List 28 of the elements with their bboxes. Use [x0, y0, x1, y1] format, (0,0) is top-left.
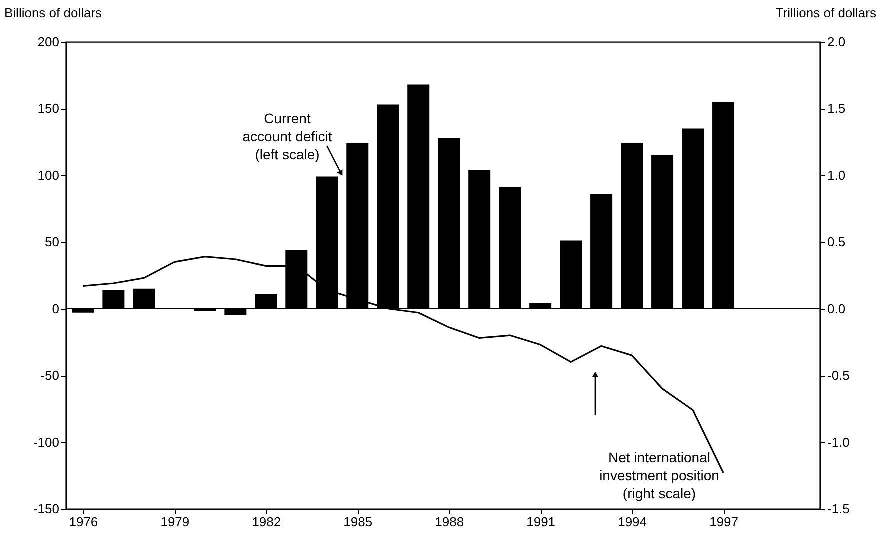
y2-tick-label: -0.5 [828, 368, 850, 384]
x-tick-label: 1976 [69, 514, 98, 530]
y2-axis-title: Trillions of dollars [776, 6, 877, 20]
x-tick-label: 1979 [160, 514, 190, 530]
x-tick-label: 1991 [526, 514, 556, 530]
y2-tick-label: 0.5 [828, 234, 846, 250]
y-tick-label: 200 [38, 34, 60, 50]
annotation: Net international investment position (right scale) [600, 449, 720, 502]
y-tick-label: 150 [38, 101, 60, 116]
y2-tick-label: 2.0 [828, 34, 846, 50]
y2-tick-label: 1.0 [828, 168, 846, 183]
y2-tick-label: 1.5 [828, 101, 846, 116]
y-tick-label: 50 [45, 234, 60, 250]
y2-tick-label: 0.0 [828, 301, 846, 316]
x-tick-label: 1988 [435, 514, 464, 530]
y-tick-label: -50 [40, 368, 60, 384]
y-tick-label: 0 [52, 301, 60, 316]
y-tick-label: -100 [33, 434, 60, 450]
y2-tick-label: -1.0 [828, 434, 850, 450]
x-tick-label: 1994 [618, 514, 648, 530]
x-tick-label: 1982 [252, 514, 282, 530]
x-tick-label: 1985 [344, 514, 373, 530]
y2-tick-label: -1.5 [828, 502, 850, 516]
y-tick-label: 100 [38, 168, 60, 183]
y-tick-label: -150 [33, 502, 60, 516]
y-axis-title: Billions of dollars [4, 6, 103, 20]
annotation: Current account deficit (left scale) [242, 110, 332, 162]
x-tick-label: 1997 [710, 514, 738, 530]
